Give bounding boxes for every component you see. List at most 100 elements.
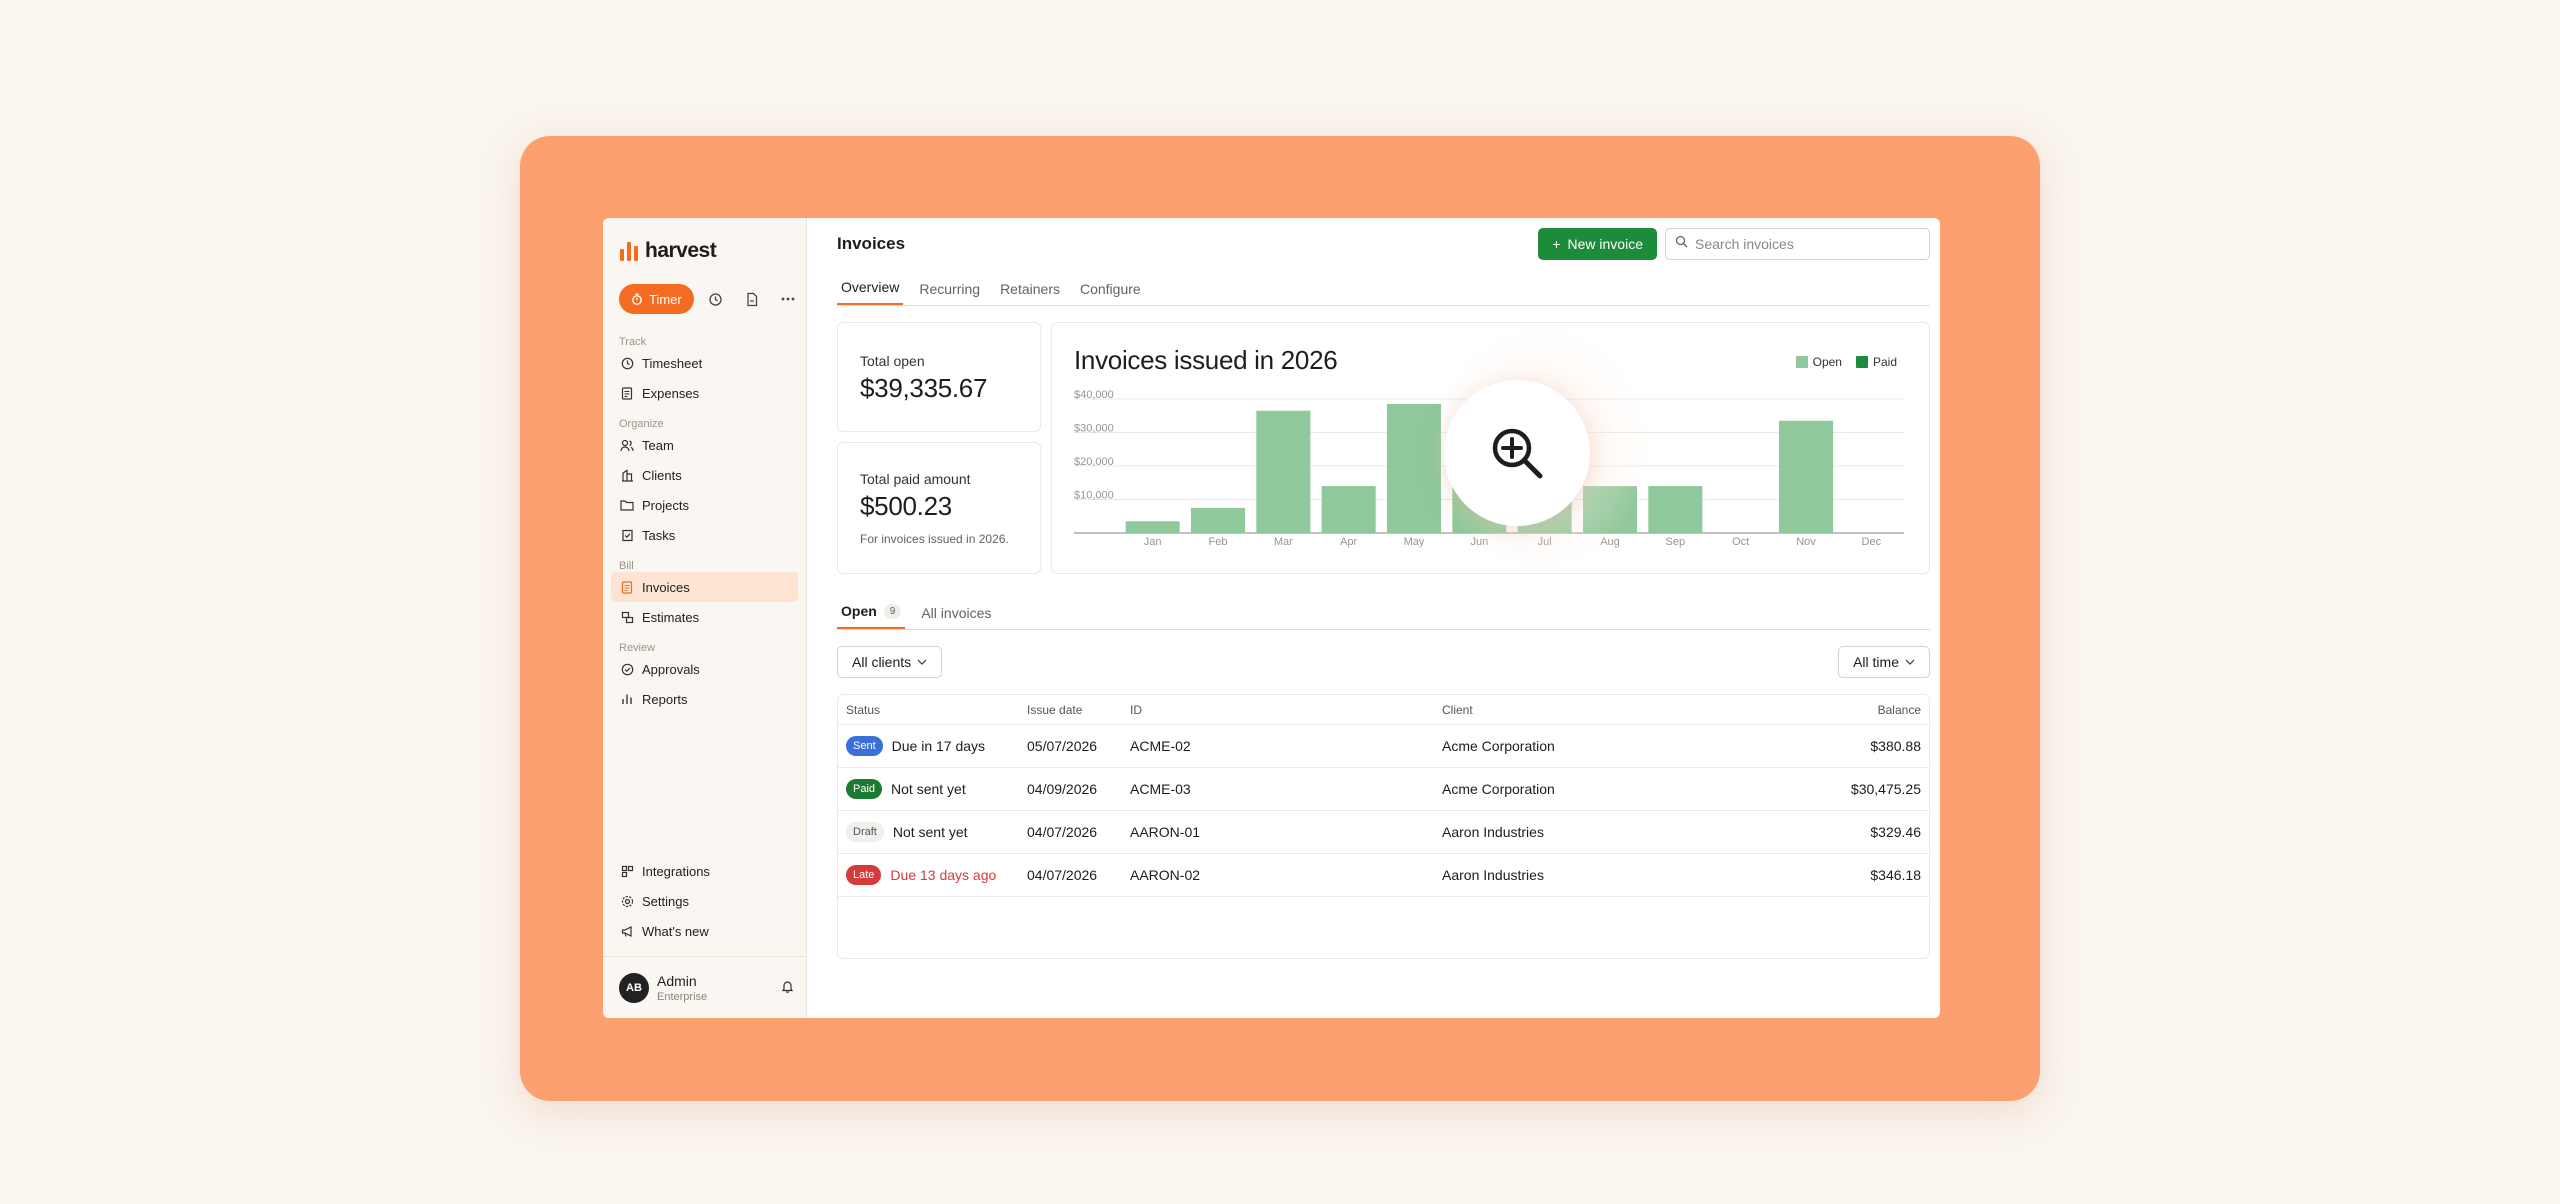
more-icon[interactable] [774, 285, 802, 313]
search-box [1665, 228, 1930, 260]
y-tick-label: $40,000 [1074, 389, 1114, 401]
header-status[interactable]: Status [846, 702, 881, 717]
zoom-button[interactable] [1444, 380, 1590, 526]
app-window: harvest Timer Track Timesheet Exp [603, 218, 1940, 1018]
invoice-id-cell[interactable]: ACME-02 [1130, 738, 1191, 754]
status-cell: Paid Not sent yet [838, 779, 1027, 799]
logo-mark-icon [620, 241, 638, 261]
x-tick-label: Jan [1144, 536, 1162, 548]
new-invoice-label: New invoice [1567, 236, 1643, 252]
search-input[interactable] [1695, 236, 1915, 252]
legend-open-swatch [1795, 356, 1808, 368]
clock-icon [620, 356, 634, 370]
time-filter-dropdown[interactable]: All time [1838, 646, 1930, 678]
bar-open-sep[interactable] [1648, 486, 1703, 533]
quick-actions: Timer [603, 284, 806, 314]
sidebar-item-label: Tasks [642, 527, 676, 543]
sidebar-item-approvals[interactable]: Approvals [603, 654, 798, 684]
chevron-down-icon [1905, 659, 1915, 665]
header-balance[interactable]: Balance [1877, 702, 1921, 717]
sidebar-item-integrations[interactable]: Integrations [603, 856, 798, 886]
check-circle-icon [620, 662, 634, 676]
bar-open-mar[interactable] [1256, 410, 1311, 533]
tab-overview[interactable]: Overview [837, 279, 904, 305]
bar-open-feb[interactable] [1191, 507, 1245, 533]
timer-button[interactable]: Timer [619, 284, 694, 314]
issue-date-cell: 04/07/2026 [1027, 824, 1098, 840]
stopwatch-icon [632, 293, 642, 305]
sidebar-item-whats-new[interactable]: What's new [603, 916, 798, 946]
header-client[interactable]: Client [1442, 702, 1473, 717]
x-tick-label: Dec [1862, 536, 1882, 548]
bar-open-nov[interactable] [1779, 420, 1833, 533]
sidebar-item-tasks[interactable]: Tasks [603, 520, 798, 550]
nav-section-bill: Bill [619, 560, 634, 572]
client-cell: Aaron Industries [1442, 867, 1544, 883]
nav-section-track: Track [619, 336, 647, 348]
total-open-label: Total open [860, 353, 925, 369]
bell-icon[interactable] [781, 979, 794, 998]
x-tick-label: May [1404, 536, 1425, 548]
legend-paid-label: Paid [1872, 355, 1897, 369]
client-cell: Acme Corporation [1442, 738, 1555, 754]
tab-all-invoices[interactable]: All invoices [921, 605, 992, 621]
total-paid-card: Total paid amount $500.23 For invoices i… [837, 442, 1041, 574]
sidebar-item-label: Team [642, 437, 674, 453]
plus-icon: + [1552, 236, 1561, 252]
sidebar-item-expenses[interactable]: Expenses [603, 378, 798, 408]
search-icon [1675, 235, 1688, 253]
sidebar-item-reports[interactable]: Reports [603, 684, 798, 714]
sidebar-item-settings[interactable]: Settings [603, 886, 798, 916]
table-body: Sent Due in 17 days 05/07/2026 ACME-02 Acme … [838, 725, 1929, 897]
timer-label: Timer [649, 291, 682, 307]
x-tick-label: Nov [1796, 536, 1816, 548]
sidebar-item-timesheet[interactable]: Timesheet [603, 348, 798, 378]
invoice-id-cell[interactable]: ACME-03 [1130, 781, 1191, 797]
history-icon[interactable] [702, 285, 730, 313]
zoom-in-icon [1492, 428, 1543, 479]
bar-open-apr[interactable] [1321, 486, 1376, 533]
total-open-value: $39,335.67 [860, 373, 988, 403]
x-tick-label: Mar [1274, 536, 1293, 548]
sidebar-item-clients[interactable]: Clients [603, 460, 798, 490]
table-row[interactable]: Draft Not sent yet 04/07/2026 AARON-01 Aaron… [838, 811, 1929, 854]
sidebar-item-team[interactable]: Team [603, 430, 798, 460]
x-tick-label: Feb [1209, 536, 1228, 548]
balance-cell: $380.88 [1870, 738, 1921, 754]
legend-open: Open [1795, 355, 1842, 369]
table-row[interactable]: Sent Due in 17 days 05/07/2026 ACME-02 Acme … [838, 725, 1929, 768]
total-paid-label: Total paid amount [860, 471, 971, 487]
tab-retainers[interactable]: Retainers [1000, 281, 1060, 297]
add-expense-icon[interactable] [738, 285, 766, 313]
invoice-id-cell[interactable]: AARON-02 [1130, 867, 1201, 883]
table-row[interactable]: Late Due 13 days ago 04/07/2026 AARON-02 Aar… [838, 854, 1929, 897]
status-badge: Sent [846, 736, 883, 756]
bar-open-jan[interactable] [1125, 521, 1180, 533]
user-profile[interactable]: AB Admin Enterprise [603, 956, 806, 1018]
overview-section: Total open $39,335.67 Total paid amount … [837, 322, 1930, 574]
invoice-icon [620, 580, 634, 594]
invoices-table: Status Issue date ID Client Balance Sent… [837, 694, 1930, 959]
tab-open-invoices[interactable]: Open 9 [837, 603, 906, 629]
header-issue-date[interactable]: Issue date [1027, 702, 1083, 717]
tab-recurring[interactable]: Recurring [919, 281, 981, 297]
client-filter-label: All clients [852, 654, 912, 670]
sidebar-item-label: Timesheet [642, 355, 703, 371]
sidebar-item-projects[interactable]: Projects [603, 490, 798, 520]
avatar: AB [619, 972, 649, 1003]
issue-date-cell: 04/09/2026 [1027, 781, 1098, 797]
client-filter-dropdown[interactable]: All clients [837, 646, 943, 678]
balance-cell: $329.46 [1870, 824, 1921, 840]
header-id[interactable]: ID [1130, 702, 1142, 717]
estimate-icon [620, 610, 634, 624]
new-invoice-button[interactable]: + New invoice [1538, 228, 1657, 260]
nav-section-organize: Organize [619, 418, 664, 430]
filters-row: All clients All time [837, 646, 1930, 678]
tab-configure[interactable]: Configure [1079, 281, 1141, 297]
sidebar-item-label: Expenses [642, 385, 700, 401]
sidebar-item-invoices[interactable]: Invoices [611, 572, 798, 602]
sidebar-item-estimates[interactable]: Estimates [603, 602, 798, 632]
invoice-id-cell[interactable]: AARON-01 [1130, 824, 1201, 840]
table-row[interactable]: Paid Not sent yet 04/09/2026 ACME-03 Acme Co… [838, 768, 1929, 811]
harvest-logo[interactable]: harvest [603, 238, 806, 264]
